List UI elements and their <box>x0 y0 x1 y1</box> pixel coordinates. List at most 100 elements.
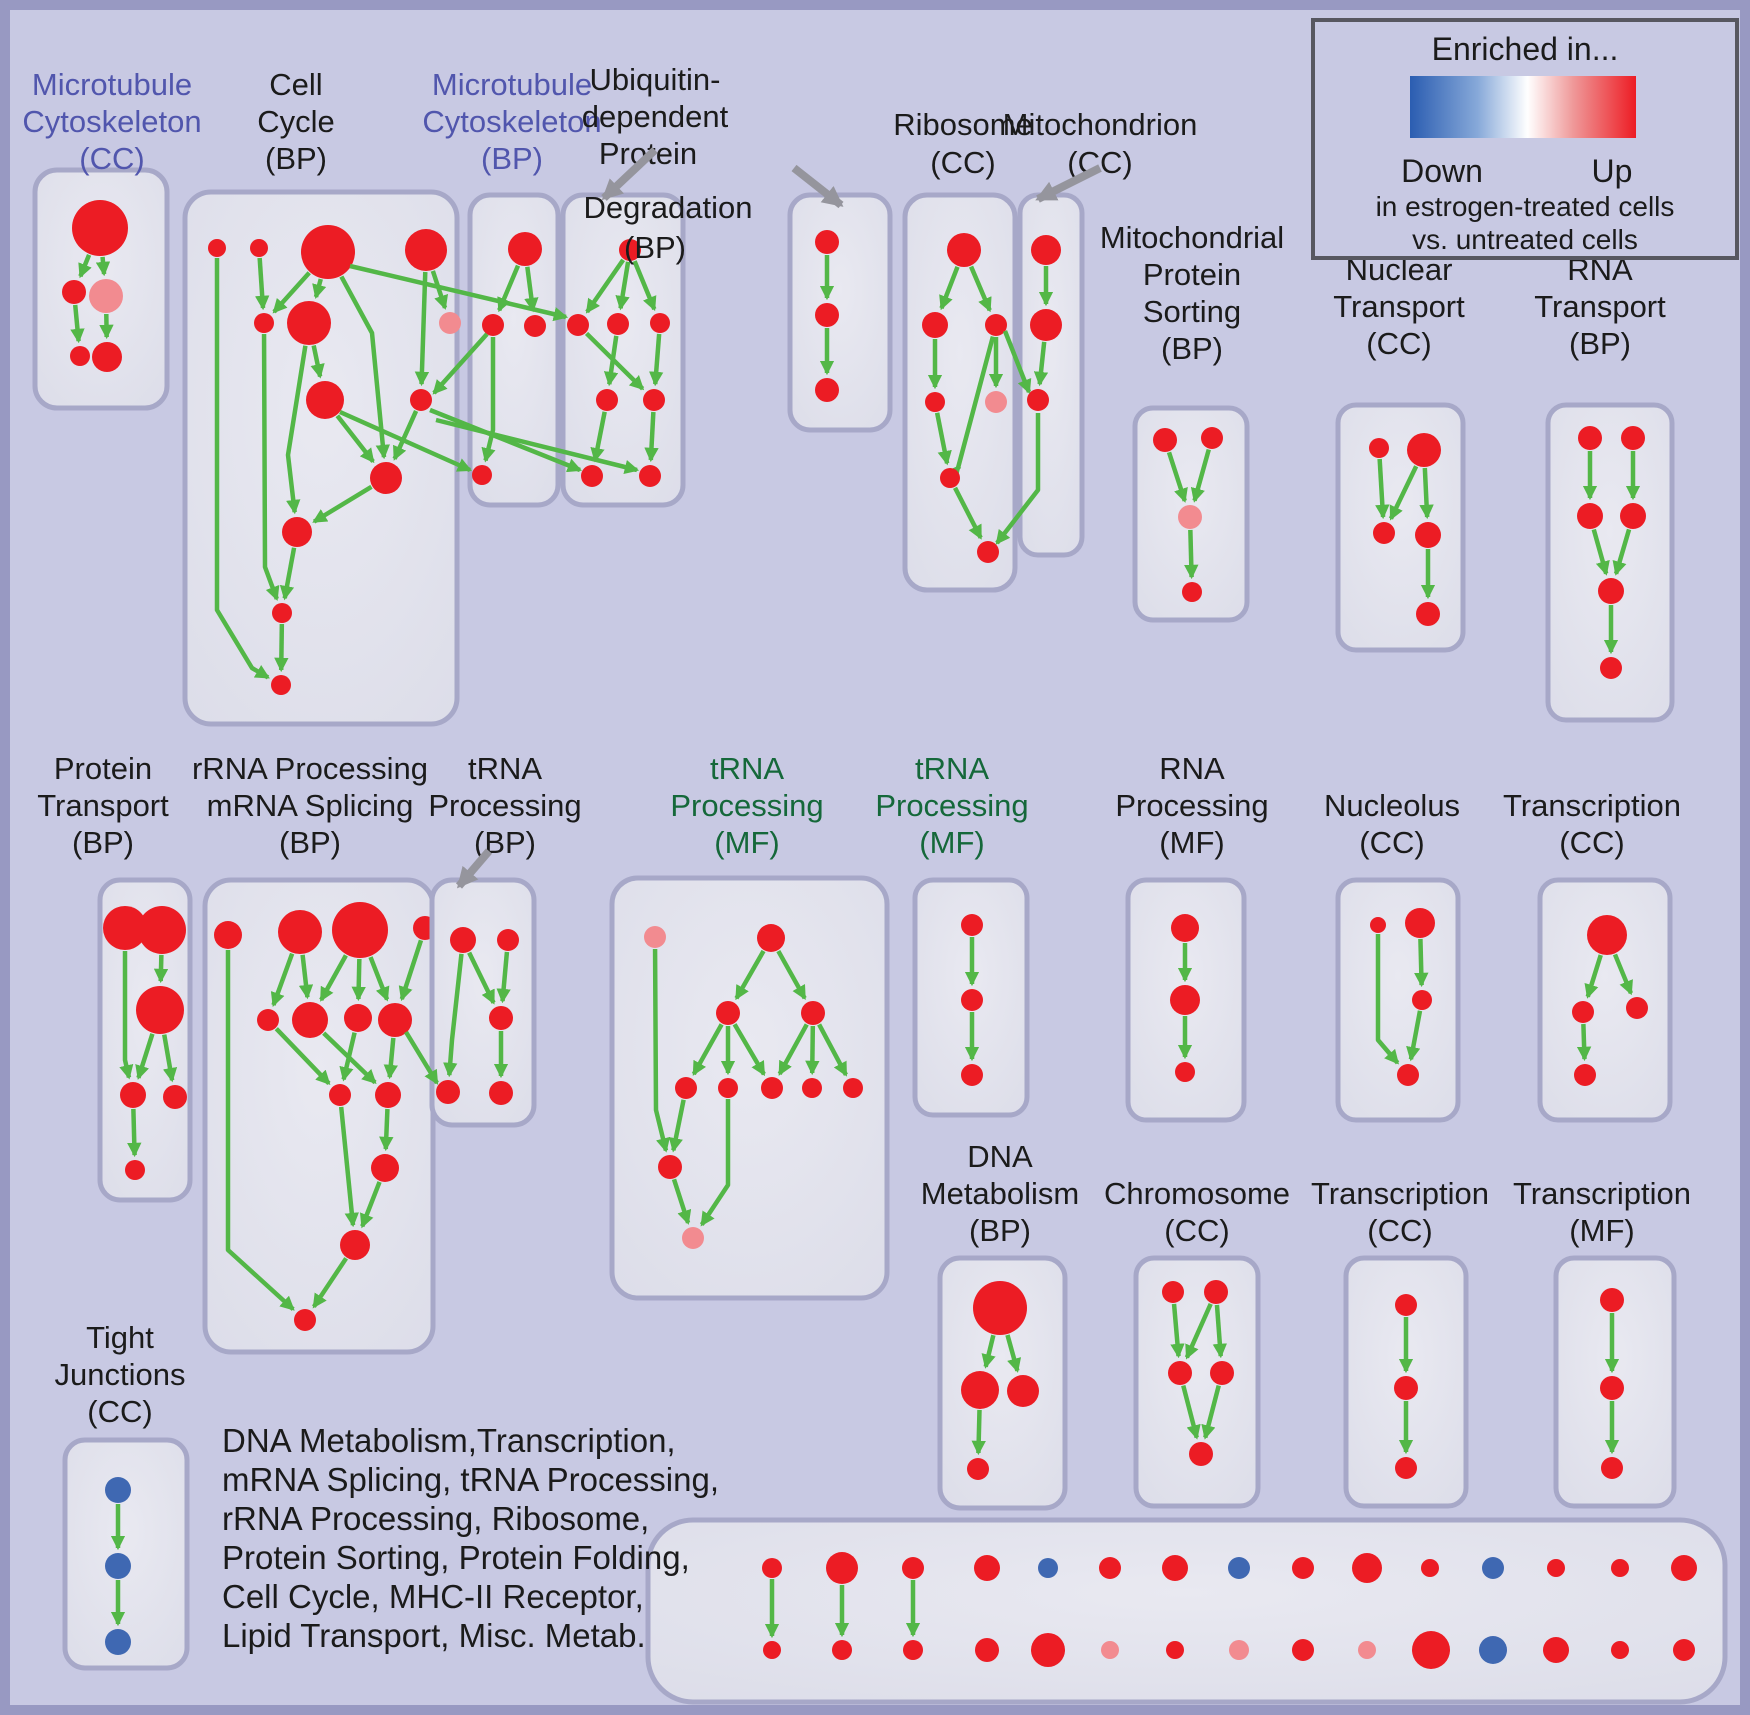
go-term-node[interactable] <box>508 232 542 266</box>
go-term-node[interactable] <box>257 1009 279 1031</box>
go-term-node[interactable] <box>801 1001 825 1025</box>
go-term-node[interactable] <box>489 1081 513 1105</box>
go-term-node[interactable] <box>70 346 90 366</box>
go-term-node[interactable] <box>1395 1457 1417 1479</box>
go-term-node[interactable] <box>1166 1641 1184 1659</box>
go-term-node[interactable] <box>1397 1064 1419 1086</box>
go-term-node[interactable] <box>1547 1559 1565 1577</box>
go-term-node[interactable] <box>802 1078 822 1098</box>
go-term-node[interactable] <box>763 1641 781 1659</box>
go-term-node[interactable] <box>450 927 476 953</box>
go-term-node[interactable] <box>482 314 504 336</box>
go-term-node[interactable] <box>1178 505 1202 529</box>
go-term-node[interactable] <box>1162 1555 1188 1581</box>
go-term-node[interactable] <box>1587 915 1627 955</box>
go-term-node[interactable] <box>271 675 291 695</box>
go-term-node[interactable] <box>1027 389 1049 411</box>
go-term-node[interactable] <box>72 200 128 256</box>
go-term-node[interactable] <box>163 1085 187 1109</box>
go-term-node[interactable] <box>1577 503 1603 529</box>
go-term-node[interactable] <box>1168 1361 1192 1385</box>
go-term-node[interactable] <box>619 239 641 261</box>
go-term-node[interactable] <box>1415 522 1441 548</box>
go-term-node[interactable] <box>1031 1633 1065 1667</box>
go-term-node[interactable] <box>489 1006 513 1030</box>
go-term-node[interactable] <box>815 230 839 254</box>
go-term-node[interactable] <box>903 1640 923 1660</box>
go-term-node[interactable] <box>214 921 242 949</box>
go-term-node[interactable] <box>1600 657 1622 679</box>
go-term-node[interactable] <box>1370 917 1386 933</box>
go-term-node[interactable] <box>567 314 589 336</box>
go-term-node[interactable] <box>92 342 122 372</box>
go-term-node[interactable] <box>1099 1557 1121 1579</box>
go-term-node[interactable] <box>1189 1442 1213 1466</box>
go-term-node[interactable] <box>254 313 274 333</box>
go-term-node[interactable] <box>1030 309 1062 341</box>
go-term-node[interactable] <box>378 1003 412 1037</box>
go-term-node[interactable] <box>1228 1557 1250 1579</box>
go-term-node[interactable] <box>974 1555 1000 1581</box>
go-term-node[interactable] <box>658 1155 682 1179</box>
go-term-node[interactable] <box>1292 1639 1314 1661</box>
go-term-node[interactable] <box>120 1082 146 1108</box>
go-term-node[interactable] <box>89 279 123 313</box>
go-term-node[interactable] <box>1153 428 1177 452</box>
go-term-node[interactable] <box>596 389 618 411</box>
go-term-node[interactable] <box>138 906 186 954</box>
go-term-node[interactable] <box>287 301 331 345</box>
go-term-node[interactable] <box>1407 433 1441 467</box>
go-term-node[interactable] <box>977 541 999 563</box>
go-term-node[interactable] <box>1598 578 1624 604</box>
go-term-node[interactable] <box>1201 427 1223 449</box>
go-term-node[interactable] <box>1572 1001 1594 1023</box>
go-term-node[interactable] <box>439 312 461 334</box>
go-term-node[interactable] <box>1600 1288 1624 1312</box>
go-term-node[interactable] <box>1421 1559 1439 1577</box>
go-term-node[interactable] <box>1369 438 1389 458</box>
go-term-node[interactable] <box>301 225 355 279</box>
go-term-node[interactable] <box>472 465 492 485</box>
go-term-node[interactable] <box>925 392 945 412</box>
go-term-node[interactable] <box>762 1558 782 1578</box>
go-term-node[interactable] <box>718 1078 738 1098</box>
go-term-node[interactable] <box>306 381 344 419</box>
go-term-node[interactable] <box>1394 1376 1418 1400</box>
go-term-node[interactable] <box>1210 1361 1234 1385</box>
go-term-node[interactable] <box>1626 997 1648 1019</box>
go-term-node[interactable] <box>985 314 1007 336</box>
go-term-node[interactable] <box>922 312 948 338</box>
go-term-node[interactable] <box>1204 1280 1228 1304</box>
go-term-node[interactable] <box>1671 1555 1697 1581</box>
go-term-node[interactable] <box>1162 1281 1184 1303</box>
go-term-node[interactable] <box>1395 1294 1417 1316</box>
go-term-node[interactable] <box>1101 1641 1119 1659</box>
go-term-node[interactable] <box>1482 1557 1504 1579</box>
go-term-node[interactable] <box>375 1082 401 1108</box>
go-term-node[interactable] <box>1621 426 1645 450</box>
go-term-node[interactable] <box>340 1230 370 1260</box>
go-term-node[interactable] <box>1578 426 1602 450</box>
go-term-node[interactable] <box>1543 1637 1569 1663</box>
go-term-node[interactable] <box>370 462 402 494</box>
go-term-node[interactable] <box>985 391 1007 413</box>
go-term-node[interactable] <box>940 468 960 488</box>
go-term-node[interactable] <box>1611 1559 1629 1577</box>
go-term-node[interactable] <box>1620 503 1646 529</box>
go-term-node[interactable] <box>1229 1640 1249 1660</box>
go-term-node[interactable] <box>1416 602 1440 626</box>
go-term-node[interactable] <box>961 989 983 1011</box>
go-term-node[interactable] <box>967 1458 989 1480</box>
go-term-node[interactable] <box>292 1002 328 1038</box>
go-term-node[interactable] <box>136 986 184 1034</box>
go-term-node[interactable] <box>105 1477 131 1503</box>
go-term-node[interactable] <box>843 1078 863 1098</box>
go-term-node[interactable] <box>344 1004 372 1032</box>
go-term-node[interactable] <box>294 1309 316 1331</box>
go-term-node[interactable] <box>902 1557 924 1579</box>
go-term-node[interactable] <box>581 465 603 487</box>
go-term-node[interactable] <box>371 1154 399 1182</box>
go-term-node[interactable] <box>410 389 432 411</box>
go-term-node[interactable] <box>105 1553 131 1579</box>
go-term-node[interactable] <box>761 1077 783 1099</box>
